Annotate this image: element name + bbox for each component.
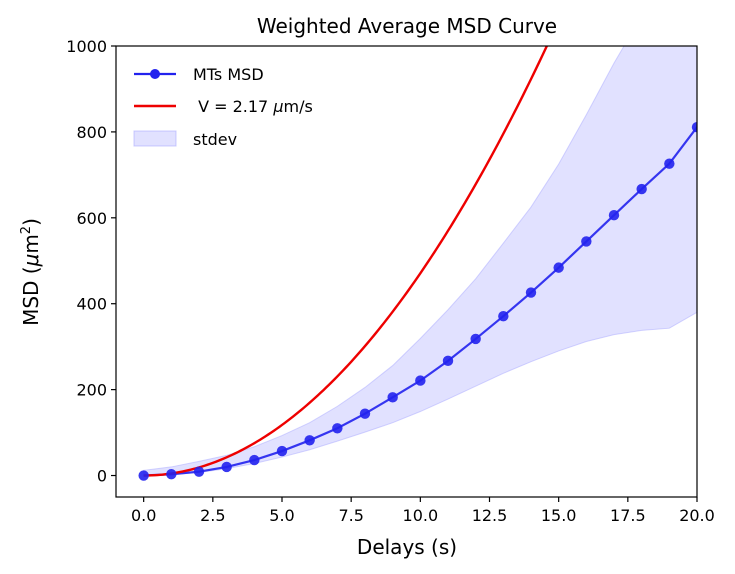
data-point — [166, 469, 177, 480]
chart-title: Weighted Average MSD Curve — [257, 14, 557, 38]
y-tick-label: 400 — [76, 295, 107, 314]
x-tick-label: 0.0 — [131, 506, 156, 525]
data-point — [442, 355, 454, 367]
y-tick-label: 0 — [97, 467, 107, 486]
data-point — [498, 310, 509, 322]
data-point — [387, 392, 398, 403]
x-axis-ticks: 0.0 2.5 5.0 7.5 10.0 12.5 15.0 17.5 20.0 — [131, 497, 715, 525]
x-tick-label: 5.0 — [269, 506, 294, 525]
y-tick-label: 600 — [76, 209, 107, 228]
y-tick-label: 800 — [76, 123, 107, 142]
y-axis-ticks: 0 200 400 600 800 1000 — [66, 37, 116, 486]
legend-item-mts-msd: MTs MSD — [134, 65, 264, 84]
data-point — [470, 333, 481, 345]
data-point — [138, 470, 149, 481]
data-point — [664, 158, 675, 169]
legend-item-stdev: stdev — [133, 130, 237, 149]
data-point — [553, 262, 564, 273]
y-axis-label: MSD (μm2) — [19, 218, 43, 326]
legend-label-stdev: stdev — [193, 130, 237, 149]
data-point — [691, 121, 697, 133]
data-point — [193, 466, 205, 477]
x-tick-label: 17.5 — [610, 506, 646, 525]
data-point — [525, 287, 537, 298]
x-tick-label: 2.5 — [200, 506, 225, 525]
data-point — [581, 236, 592, 247]
data-point — [608, 210, 620, 221]
x-axis-label: Delays (s) — [357, 535, 457, 559]
data-point — [304, 435, 315, 446]
plot-frame — [115, 45, 698, 498]
data-point — [636, 183, 647, 195]
y-tick-label: 200 — [76, 381, 107, 400]
stdev-band — [143, 46, 697, 477]
data-point — [415, 375, 426, 386]
x-tick-label: 10.0 — [403, 506, 439, 525]
legend-swatch-band — [133, 130, 177, 147]
data-point — [276, 445, 288, 457]
legend: MTs MSD V = 2.17 μm/s stdev — [133, 65, 313, 149]
x-tick-label: 12.5 — [472, 506, 508, 525]
data-point — [332, 423, 343, 434]
data-point — [359, 408, 371, 419]
y-tick-label: 1000 — [66, 37, 107, 56]
legend-label-mts-msd: MTs MSD — [193, 65, 264, 84]
plot-area — [138, 46, 697, 481]
data-point — [221, 461, 232, 473]
legend-swatch-marker — [150, 69, 160, 79]
fit-curve — [143, 46, 549, 477]
x-tick-label: 15.0 — [541, 506, 577, 525]
data-point — [249, 454, 260, 466]
legend-item-fit: V = 2.17 μm/s — [134, 97, 313, 116]
x-tick-label: 7.5 — [338, 506, 363, 525]
x-tick-label: 20.0 — [679, 506, 715, 525]
legend-label-fit: V = 2.17 μm/s — [193, 97, 313, 116]
